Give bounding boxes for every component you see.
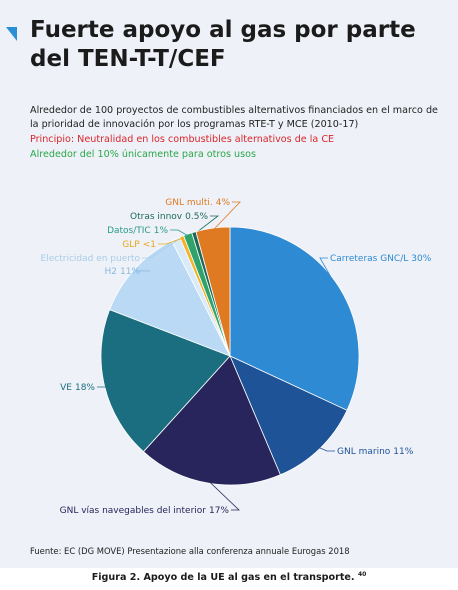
leader-line bbox=[208, 480, 240, 511]
leader-line bbox=[170, 229, 189, 237]
slice-label: GNL multi. 4% bbox=[165, 198, 230, 208]
leader-line bbox=[319, 257, 338, 288]
slice-category: GNL multi. bbox=[165, 198, 212, 208]
slice-label: VE 18% bbox=[60, 383, 95, 393]
leader-line bbox=[142, 240, 177, 259]
chart-title: Fuerte apoyo al gas por parte del TEN-T-… bbox=[30, 17, 416, 72]
slice-category: GNL vías navegables del interior bbox=[60, 506, 207, 516]
annotation: Principio: Neutralidad en los combustibl… bbox=[30, 134, 335, 145]
slice-category: Electricidad en puerto bbox=[41, 254, 141, 264]
caption-ref: 40 bbox=[357, 571, 367, 578]
slice-value: 4% bbox=[216, 198, 231, 208]
caption-text: Figura 2. Apoyo de la UE al gas en el tr… bbox=[91, 572, 355, 584]
slice-category: H2 bbox=[104, 267, 117, 277]
leader-line bbox=[318, 446, 335, 452]
slice-value: 0.5% bbox=[185, 212, 208, 222]
slice-value: 18% bbox=[75, 383, 95, 393]
pie-slice bbox=[195, 226, 231, 357]
slice-category: VE bbox=[60, 383, 72, 393]
slice-label: Carreteras GNC/L 30% bbox=[330, 254, 432, 264]
slice-value: 17% bbox=[209, 506, 229, 516]
slice-label: GLP <1 bbox=[122, 240, 156, 250]
pie-slice bbox=[229, 226, 360, 411]
pie-slice bbox=[100, 309, 231, 453]
slice-value: 30% bbox=[411, 254, 431, 264]
slice-label: Otras innov 0.5% bbox=[130, 212, 208, 222]
annotation: Alrededor del 10% únicamente para otros … bbox=[30, 149, 256, 160]
slice-label: H2 11% bbox=[104, 267, 140, 277]
source: Fuente: EC (DG MOVE) Presentazione alla … bbox=[30, 546, 350, 556]
leader-line bbox=[212, 201, 241, 231]
leader-line bbox=[194, 215, 220, 235]
slice-value: 11% bbox=[120, 267, 140, 277]
slice-category: GLP bbox=[122, 240, 140, 250]
chart: Carreteras GNC/L 30%GNL marino 11%GNL vías… bbox=[41, 198, 432, 516]
slice-category: Otras innov bbox=[130, 212, 183, 222]
title-marker bbox=[6, 27, 17, 41]
pie-slice bbox=[229, 355, 348, 476]
subtitle: Alrededor de 100 proyectos de combustibl… bbox=[30, 105, 438, 130]
leader-line bbox=[97, 385, 107, 388]
caption: Figura 2. Apoyo de la UE al gas en el tr… bbox=[0, 571, 458, 583]
slice-category: Carreteras GNC/L bbox=[330, 254, 408, 264]
slice-label: GNL marino 11% bbox=[337, 447, 414, 457]
slice-category: Datos/TIC bbox=[107, 226, 151, 236]
slice-label: GNL vías navegables del interior 17% bbox=[60, 506, 230, 516]
slice-label: Datos/TIC 1% bbox=[107, 226, 168, 236]
slice-value: <1 bbox=[143, 240, 156, 250]
slice-value: 11% bbox=[393, 447, 413, 457]
slice-value: 1% bbox=[154, 226, 169, 236]
pie-slice bbox=[142, 355, 281, 486]
leader-line bbox=[158, 237, 183, 245]
slice-category: GNL marino bbox=[337, 447, 391, 457]
slice-label: Electricidad en puerto bbox=[41, 254, 141, 264]
